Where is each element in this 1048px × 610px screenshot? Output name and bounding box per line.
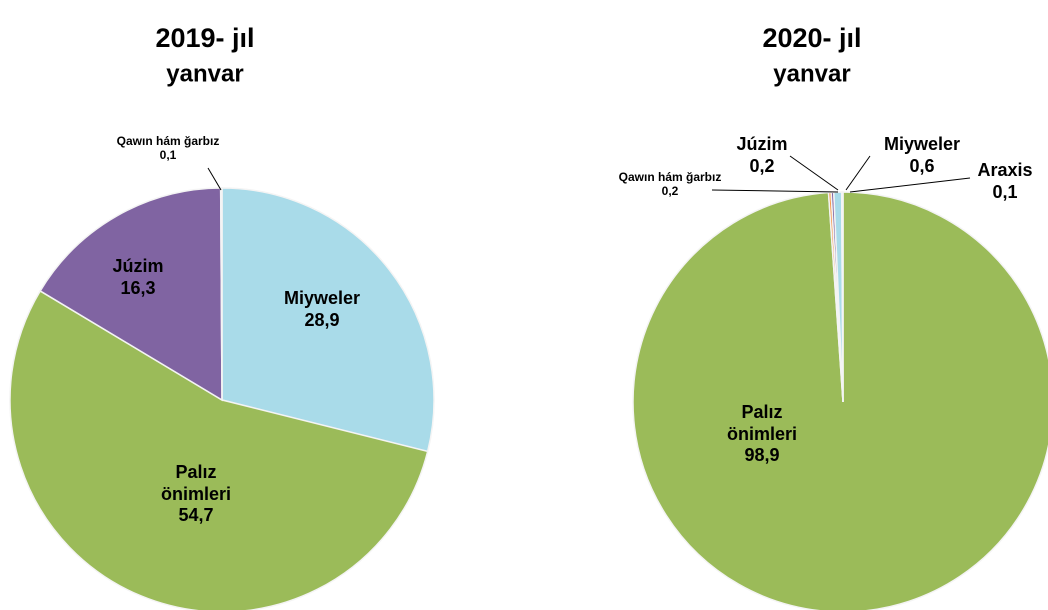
pie-slice — [840, 191, 844, 403]
slice-value: 0,2 — [749, 156, 775, 176]
leader-line — [845, 155, 871, 191]
chart-title: 2019- jıl — [155, 23, 254, 53]
slice-value: 0,1 — [159, 148, 177, 162]
slice-name: Araxis — [977, 160, 1033, 180]
pie-slice — [39, 187, 223, 402]
slice-value: 28,9 — [304, 310, 340, 330]
slice-name: Qawın hám ğarbız — [116, 134, 220, 148]
leader-line — [207, 167, 222, 191]
pie-slice — [221, 187, 435, 453]
leader-line — [849, 177, 971, 193]
slice-value: 98,9 — [744, 445, 780, 465]
slice-value: 0,1 — [992, 182, 1018, 202]
leader-line — [789, 155, 839, 191]
pie-slice — [9, 289, 429, 610]
pie-slice — [219, 187, 223, 401]
slice-name: Palız önimleri — [160, 462, 231, 504]
slice-name: Júzim — [736, 134, 788, 154]
slice-name: Júzim — [112, 256, 164, 276]
slice-name: Miyweler — [283, 288, 361, 308]
chart-title: 2020- jıl — [762, 23, 861, 53]
slice-value: 0,6 — [909, 156, 935, 176]
slice-name: Qawın hám ğarbız — [618, 170, 722, 184]
leader-line — [711, 189, 839, 193]
slice-name: Miyweler — [883, 134, 961, 154]
slice-value: 0,2 — [661, 184, 679, 198]
chart-subtitle: yanvar — [773, 60, 850, 87]
chart-subtitle: yanvar — [166, 60, 243, 87]
slice-value: 16,3 — [120, 278, 156, 298]
pie-slice — [632, 191, 1048, 610]
slice-name: Palız önimleri — [726, 402, 797, 444]
slice-value: 54,7 — [178, 505, 214, 525]
